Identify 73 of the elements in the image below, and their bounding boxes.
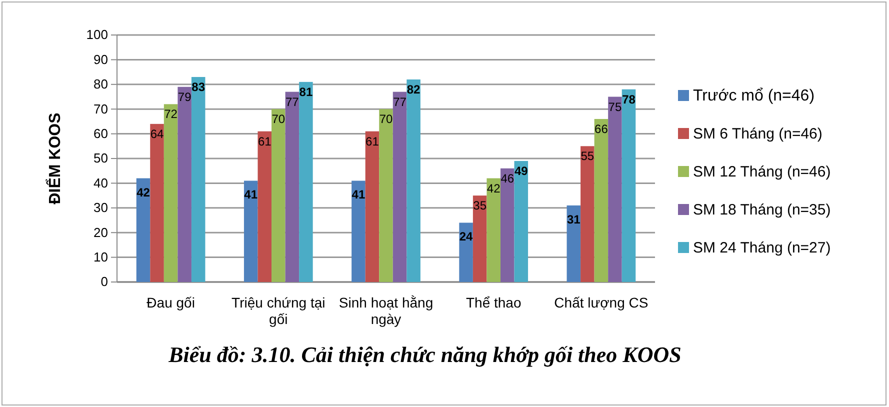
bar bbox=[299, 82, 313, 282]
data-label: 70 bbox=[272, 112, 286, 126]
x-tick-label: Sinh hoạt hằng ngày bbox=[338, 294, 434, 328]
data-label: 61 bbox=[366, 134, 380, 148]
bar bbox=[150, 124, 164, 282]
data-label: 66 bbox=[594, 122, 608, 136]
x-tick-label: Triệu chứng tại gối bbox=[232, 294, 326, 328]
y-axis-title: ĐIỂM KOOS bbox=[45, 112, 64, 204]
bar bbox=[486, 178, 500, 282]
bar bbox=[285, 92, 300, 282]
data-label: 46 bbox=[500, 171, 514, 186]
data-label: 70 bbox=[379, 112, 393, 126]
legend-label: SM 6 Tháng (n=46) bbox=[693, 125, 822, 142]
data-label: 42 bbox=[136, 185, 150, 200]
data-label: 35 bbox=[473, 198, 487, 213]
data-label: 41 bbox=[244, 188, 258, 202]
bar bbox=[379, 109, 393, 282]
data-label: 64 bbox=[150, 126, 164, 141]
bar bbox=[136, 178, 150, 282]
bar bbox=[459, 222, 473, 282]
bar bbox=[622, 89, 636, 282]
y-tick-label: 80 bbox=[94, 76, 108, 92]
x-tick-label: Chất lượng CS bbox=[554, 294, 648, 310]
y-tick-label: 40 bbox=[94, 175, 108, 190]
bar bbox=[244, 180, 258, 282]
data-label: 78 bbox=[622, 92, 636, 106]
y-tick-label: 90 bbox=[94, 52, 108, 67]
legend-label: SM 12 Tháng (n=46) bbox=[693, 163, 831, 180]
y-tick-label: 60 bbox=[94, 126, 108, 141]
data-label: 55 bbox=[580, 149, 594, 164]
y-tick-label: 50 bbox=[94, 150, 108, 166]
bar bbox=[566, 205, 581, 282]
legend-label: Trước mổ (n=46) bbox=[693, 88, 815, 105]
data-label: 61 bbox=[258, 134, 272, 148]
data-label: 41 bbox=[352, 188, 366, 202]
bar bbox=[406, 79, 420, 282]
bar bbox=[178, 86, 192, 282]
x-tick-label: Thể thao bbox=[466, 294, 522, 310]
data-label: 82 bbox=[406, 82, 421, 96]
bar bbox=[191, 76, 206, 282]
bar bbox=[580, 146, 594, 282]
data-label: 77 bbox=[393, 94, 407, 109]
y-tick-label: 20 bbox=[94, 224, 108, 240]
data-label: 49 bbox=[514, 164, 528, 178]
y-tick-label: 100 bbox=[86, 27, 108, 42]
data-label: 75 bbox=[608, 100, 622, 114]
text: Biểu đồ: 3.10. Cải thiện chức năng khớp gối theo KOOS bbox=[168, 342, 682, 367]
x-tick-label: Đau gối bbox=[146, 294, 195, 310]
y-tick-label: 10 bbox=[94, 249, 108, 264]
bar bbox=[608, 96, 622, 282]
data-label: 77 bbox=[285, 94, 300, 109]
data-label: 72 bbox=[164, 107, 178, 122]
y-tick-label: 0 bbox=[100, 274, 108, 290]
bar bbox=[258, 131, 272, 282]
data-label: 42 bbox=[486, 181, 501, 196]
bar bbox=[500, 168, 514, 282]
bar bbox=[352, 180, 366, 282]
data-label: 83 bbox=[192, 80, 206, 94]
y-tick-label: 70 bbox=[94, 101, 108, 116]
data-label: 31 bbox=[566, 212, 581, 226]
bar bbox=[164, 104, 178, 282]
bar bbox=[514, 160, 528, 282]
bar bbox=[272, 109, 286, 282]
data-label: 24 bbox=[459, 230, 474, 244]
y-tick-label: 30 bbox=[94, 200, 108, 216]
bar bbox=[365, 131, 380, 282]
data-label: 79 bbox=[178, 90, 192, 104]
legend-label: SM 18 Tháng (n=35) bbox=[693, 201, 831, 218]
data-label: 81 bbox=[299, 84, 313, 99]
legend-label: SM 24 Tháng (n=27) bbox=[693, 239, 831, 256]
bar bbox=[392, 92, 407, 282]
bar bbox=[472, 196, 487, 282]
bar bbox=[594, 118, 608, 282]
